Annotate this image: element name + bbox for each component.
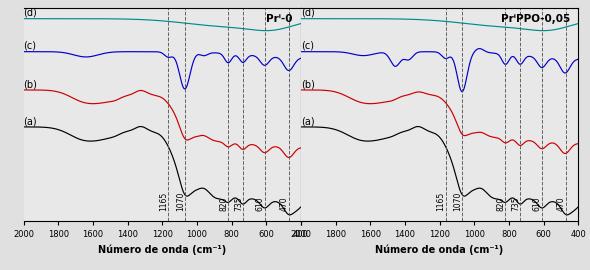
Text: Prⁱ-0: Prⁱ-0	[266, 15, 293, 25]
Text: (b): (b)	[301, 79, 315, 89]
Text: (c): (c)	[301, 41, 314, 51]
Text: (a): (a)	[301, 116, 314, 126]
Text: 470: 470	[557, 196, 566, 211]
Text: (a): (a)	[24, 116, 37, 126]
Text: (b): (b)	[24, 79, 38, 89]
Text: 735: 735	[234, 196, 243, 211]
Text: 1165: 1165	[437, 192, 445, 211]
Text: 1165: 1165	[159, 192, 168, 211]
Text: PrⁱPPO-0,05: PrⁱPPO-0,05	[501, 15, 570, 25]
Text: 820: 820	[219, 197, 228, 211]
Text: 1070: 1070	[453, 191, 462, 211]
Text: (d): (d)	[24, 8, 37, 18]
Text: 820: 820	[496, 197, 506, 211]
Text: 1070: 1070	[176, 191, 185, 211]
X-axis label: Número de onda (cm⁻¹): Número de onda (cm⁻¹)	[98, 245, 227, 255]
Text: 470: 470	[280, 196, 289, 211]
Text: (d): (d)	[301, 8, 314, 18]
Text: 735: 735	[511, 196, 520, 211]
X-axis label: Número de onda (cm⁻¹): Número de onda (cm⁻¹)	[375, 245, 504, 255]
Text: 610: 610	[533, 196, 542, 211]
Text: 610: 610	[255, 196, 264, 211]
Text: (c): (c)	[24, 41, 37, 51]
